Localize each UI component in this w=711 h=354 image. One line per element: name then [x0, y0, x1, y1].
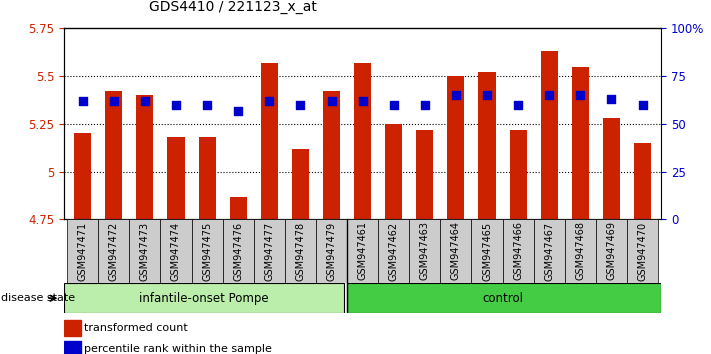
- Bar: [354, 63, 371, 219]
- Text: GSM947477: GSM947477: [264, 221, 274, 281]
- Point: [294, 102, 306, 108]
- Text: GSM947473: GSM947473: [140, 221, 150, 280]
- Text: GSM947475: GSM947475: [202, 221, 212, 281]
- Bar: [74, 133, 91, 219]
- Point: [543, 92, 555, 98]
- Bar: [285, 219, 316, 283]
- Bar: [603, 118, 620, 219]
- Point: [513, 102, 524, 108]
- Text: infantile-onset Pompe: infantile-onset Pompe: [139, 292, 269, 305]
- Bar: [261, 63, 278, 219]
- Point: [357, 98, 368, 104]
- Bar: [198, 137, 215, 219]
- Bar: [98, 219, 129, 283]
- Text: GSM947479: GSM947479: [326, 221, 336, 280]
- Text: GSM947476: GSM947476: [233, 221, 243, 280]
- Bar: [64, 320, 81, 336]
- Bar: [347, 283, 661, 313]
- Bar: [385, 124, 402, 219]
- Text: GSM947469: GSM947469: [606, 221, 616, 280]
- Text: control: control: [482, 292, 523, 305]
- Text: GSM947468: GSM947468: [575, 221, 585, 280]
- Bar: [223, 219, 254, 283]
- Text: GSM947464: GSM947464: [451, 221, 461, 280]
- Bar: [410, 219, 440, 283]
- Bar: [447, 76, 464, 219]
- Text: GSM947465: GSM947465: [482, 221, 492, 280]
- Bar: [67, 219, 98, 283]
- Bar: [105, 91, 122, 219]
- Point: [77, 98, 88, 104]
- Text: disease state: disease state: [1, 293, 75, 303]
- Bar: [129, 219, 161, 283]
- Point: [419, 102, 431, 108]
- Bar: [167, 137, 185, 219]
- Text: GSM947470: GSM947470: [638, 221, 648, 280]
- Point: [637, 102, 648, 108]
- Bar: [534, 219, 565, 283]
- Text: transformed count: transformed count: [84, 323, 188, 333]
- Bar: [572, 67, 589, 219]
- Point: [388, 102, 400, 108]
- Point: [450, 92, 461, 98]
- Text: GSM947466: GSM947466: [513, 221, 523, 280]
- Bar: [416, 130, 434, 219]
- Bar: [254, 219, 285, 283]
- Point: [201, 102, 213, 108]
- Point: [326, 98, 337, 104]
- Text: GDS4410 / 221123_x_at: GDS4410 / 221123_x_at: [149, 0, 317, 14]
- Bar: [540, 51, 558, 219]
- Bar: [471, 219, 503, 283]
- Bar: [596, 219, 627, 283]
- Text: GSM947463: GSM947463: [419, 221, 430, 280]
- Text: GSM947472: GSM947472: [109, 221, 119, 281]
- Bar: [230, 196, 247, 219]
- Text: GSM947461: GSM947461: [358, 221, 368, 280]
- Text: GSM947478: GSM947478: [295, 221, 306, 280]
- Text: GSM947467: GSM947467: [544, 221, 555, 280]
- Point: [139, 98, 151, 104]
- Bar: [161, 219, 191, 283]
- Point: [481, 92, 493, 98]
- Bar: [137, 95, 154, 219]
- Text: percentile rank within the sample: percentile rank within the sample: [84, 344, 272, 354]
- Bar: [503, 219, 534, 283]
- Bar: [347, 219, 378, 283]
- Bar: [627, 219, 658, 283]
- Bar: [479, 72, 496, 219]
- Point: [108, 98, 119, 104]
- Bar: [565, 219, 596, 283]
- Bar: [510, 130, 527, 219]
- Point: [170, 102, 181, 108]
- Bar: [323, 91, 340, 219]
- Bar: [191, 219, 223, 283]
- Bar: [378, 219, 410, 283]
- Bar: [440, 219, 471, 283]
- Bar: [316, 219, 347, 283]
- Text: GSM947471: GSM947471: [77, 221, 87, 280]
- Point: [574, 92, 586, 98]
- Point: [232, 108, 244, 113]
- Bar: [64, 341, 81, 354]
- Point: [264, 98, 275, 104]
- Text: GSM947474: GSM947474: [171, 221, 181, 280]
- Bar: [64, 283, 344, 313]
- Bar: [292, 149, 309, 219]
- Bar: [634, 143, 651, 219]
- Point: [606, 96, 617, 102]
- Text: GSM947462: GSM947462: [389, 221, 399, 280]
